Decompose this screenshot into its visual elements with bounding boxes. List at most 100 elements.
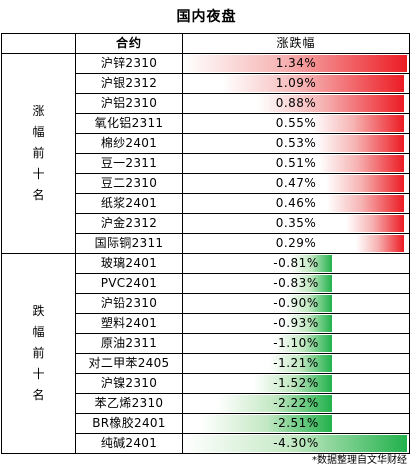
change-cell: 0.53% <box>182 133 410 154</box>
change-value: -0.81% <box>273 256 319 270</box>
change-cell: 0.47% <box>182 173 410 194</box>
change-value: 0.88% <box>275 96 317 110</box>
contract-name: 沪锌2310 <box>75 53 183 74</box>
contract-name: 纯碱2401 <box>75 433 183 454</box>
contract-name: 对二甲苯2405 <box>75 353 183 374</box>
group-label-text: 涨幅前十名 <box>32 104 45 202</box>
change-value: 0.53% <box>275 136 317 150</box>
change-cell: -0.83% <box>182 273 410 294</box>
change-value: -0.93% <box>273 316 319 330</box>
contract-name: PVC2401 <box>75 273 183 294</box>
loss-bar <box>290 255 332 272</box>
change-value: 1.34% <box>275 56 317 70</box>
contract-name: 玻璃2401 <box>75 253 183 274</box>
change-value: 0.51% <box>275 156 317 170</box>
change-cell: 0.51% <box>182 153 410 174</box>
page-title: 国内夜盘 <box>176 9 237 25</box>
group-label-top-gainers: 涨幅前十名 <box>1 53 76 254</box>
change-cell: -2.22% <box>182 393 410 414</box>
contract-name: 豆二2310 <box>75 173 183 194</box>
contract-name: 棉纱2401 <box>75 133 183 154</box>
loss-bar <box>217 395 332 412</box>
change-value: 0.29% <box>275 236 317 250</box>
contract-name: 豆一2311 <box>75 153 183 174</box>
change-cell: -1.52% <box>182 373 410 394</box>
change-cell: 0.35% <box>182 213 410 234</box>
table-row: 沪镍2310 -1.52% <box>2 373 410 394</box>
change-cell: 0.55% <box>182 113 410 134</box>
change-cell: 0.46% <box>182 193 410 214</box>
change-value: 0.35% <box>275 216 317 230</box>
loss-bar <box>183 435 407 452</box>
change-cell: -0.90% <box>182 293 410 314</box>
table-row: 国际铜2311 0.29% <box>2 233 410 254</box>
change-cell: -0.81% <box>182 253 410 274</box>
contract-name: 纸浆2401 <box>75 193 183 214</box>
loss-bar <box>269 355 332 372</box>
change-cell: 0.88% <box>182 93 410 114</box>
change-cell: 1.34% <box>182 53 410 74</box>
table-row: BR橡胶2401 -2.51% <box>2 413 410 434</box>
table-row: 跌幅前十名 玻璃2401 -0.81% <box>1 253 410 454</box>
loss-bar <box>201 415 332 432</box>
change-cell: -1.10% <box>182 333 410 354</box>
change-value: -2.51% <box>273 416 319 430</box>
table-row: 沪铅2310 -0.90% <box>2 293 410 314</box>
table-row: 涨幅前十名 沪锌2310 1.34% <box>1 53 410 254</box>
contract-name: 沪铝2310 <box>75 93 183 114</box>
gain-bar <box>316 135 404 152</box>
table-row: 纯碱2401 -4.30% <box>2 433 410 454</box>
change-value: 0.46% <box>275 196 317 210</box>
change-value: 1.09% <box>275 76 317 90</box>
table-body: 涨幅前十名 沪锌2310 1.34% 沪银2312 1.09% 沪铝2310 0.88% 氧化… <box>1 53 410 454</box>
gain-bar <box>319 155 404 172</box>
table-row: 棉纱2401 0.53% <box>2 133 410 154</box>
contract-name: 沪金2312 <box>75 213 183 234</box>
table-row: 豆二2310 0.47% <box>2 173 410 194</box>
gain-bar <box>257 95 404 112</box>
group-label-top-losers: 跌幅前十名 <box>1 253 76 454</box>
change-cell: 0.29% <box>182 233 410 254</box>
contract-name: 国际铜2311 <box>75 233 183 254</box>
table-header-row: 合约 涨跌幅 <box>1 33 410 54</box>
contract-name: 氧化铝2311 <box>75 113 183 134</box>
change-cell: -0.93% <box>182 313 410 334</box>
change-value: -0.83% <box>273 276 319 290</box>
contract-name: 原油2311 <box>75 333 183 354</box>
gain-bar <box>183 55 407 72</box>
contract-name: 苯乙烯2310 <box>75 393 183 414</box>
header-corner <box>1 33 76 54</box>
gain-bar <box>346 215 404 232</box>
loss-bar <box>289 275 332 292</box>
change-value: -1.52% <box>273 376 319 390</box>
contract-name: BR橡胶2401 <box>75 413 183 434</box>
table-row: 沪银2312 1.09% <box>2 73 410 94</box>
header-change: 涨跌幅 <box>182 33 410 54</box>
night-session-table: 合约 涨跌幅 涨幅前十名 沪锌2310 1.34% 沪银2312 1.09% 沪铝2310… <box>1 33 410 454</box>
loss-bar <box>285 295 332 312</box>
change-value: -0.90% <box>273 296 319 310</box>
loss-bar <box>275 335 332 352</box>
gain-bar <box>356 235 404 252</box>
loss-bar <box>284 315 332 332</box>
group-label-text: 跌幅前十名 <box>32 304 45 402</box>
table-row: 塑料2401 -0.93% <box>2 313 410 334</box>
change-value: -1.21% <box>273 356 319 370</box>
gain-bar <box>312 115 404 132</box>
gain-bar <box>327 195 404 212</box>
change-value: -1.10% <box>273 336 319 350</box>
contract-name: 塑料2401 <box>75 313 183 334</box>
table-row: 纸浆2401 0.46% <box>2 193 410 214</box>
source-footnote: *数据整理自文华财经 <box>312 455 407 466</box>
header-contract: 合约 <box>75 33 183 54</box>
change-value: -2.22% <box>273 396 319 410</box>
change-value: 0.55% <box>275 116 317 130</box>
gain-bar <box>222 75 404 92</box>
change-cell: -4.30% <box>182 433 410 454</box>
change-cell: 1.09% <box>182 73 410 94</box>
change-cell: -2.51% <box>182 413 410 434</box>
change-value: -4.30% <box>273 436 319 450</box>
contract-name: 沪银2312 <box>75 73 183 94</box>
table-row: 豆一2311 0.51% <box>2 153 410 174</box>
contract-name: 沪镍2310 <box>75 373 183 394</box>
